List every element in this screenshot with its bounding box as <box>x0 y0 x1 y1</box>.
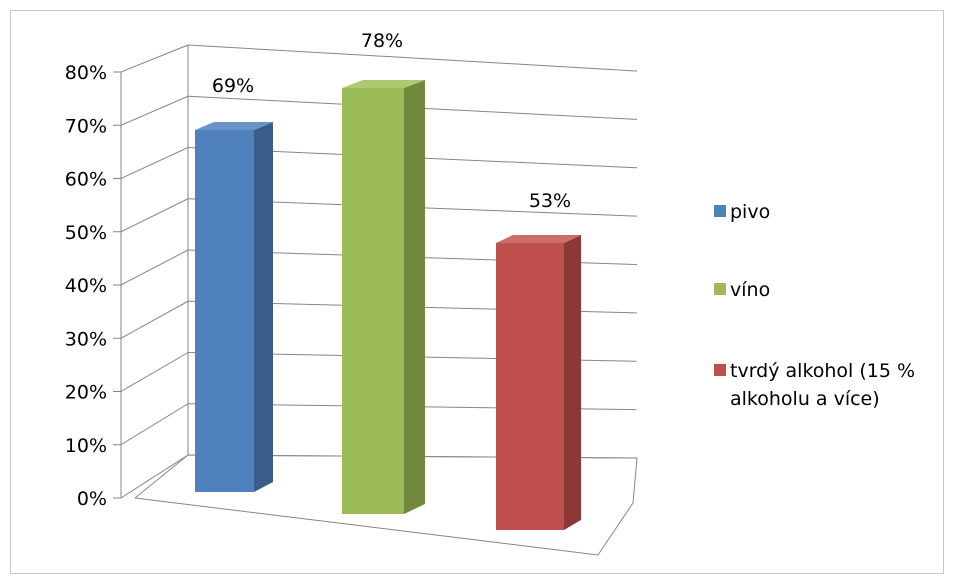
legend-swatch-2 <box>714 283 726 295</box>
y-tick-label: 20% <box>65 382 107 404</box>
bar-side-3 <box>564 235 581 530</box>
gridline-side <box>120 147 189 179</box>
gridline-back <box>187 44 638 72</box>
legend-swatch-1 <box>714 205 726 217</box>
gridline-side <box>120 454 189 499</box>
legend-label-3: tvrdý alkohol (15 % <box>730 360 915 382</box>
y-tick-label: 40% <box>65 275 107 297</box>
bars-layer <box>195 80 581 530</box>
gridline-side <box>120 352 189 392</box>
y-tick-label: 50% <box>65 222 107 244</box>
chart-floor <box>134 454 638 556</box>
legend-label-2: víno <box>730 279 770 301</box>
y-tick-label: 80% <box>65 62 107 84</box>
bar-3 <box>496 243 564 530</box>
y-tick-label: 70% <box>65 115 107 137</box>
legend: pivo víno tvrdý alkohol (15 % alkoholu a ví… <box>714 201 915 410</box>
bar-1 <box>195 130 254 492</box>
y-tick-label: 30% <box>65 328 107 350</box>
bar-side-2 <box>404 80 425 514</box>
y-tick-label: 60% <box>65 169 107 191</box>
labels-layer: 0% 10% 20% 30% 40% 50% 60% 70% 80% 69% 78% 53% <box>65 30 571 510</box>
gridline-side <box>120 403 189 446</box>
data-label-2: 78% <box>361 30 403 52</box>
bar-side-1 <box>254 122 273 492</box>
chart-frame <box>10 10 944 574</box>
bar-2 <box>342 88 404 514</box>
legend-label-3: alkoholu a více) <box>730 388 880 410</box>
y-tick-label: 0% <box>77 488 107 510</box>
y-tick-label: 10% <box>65 435 107 457</box>
gridline-side <box>120 300 189 339</box>
legend-label-1: pivo <box>730 201 770 223</box>
data-label-3: 53% <box>529 190 571 212</box>
gridline-side <box>120 44 189 73</box>
gridline-side <box>120 198 189 233</box>
gridline-side <box>120 249 189 286</box>
legend-swatch-3 <box>714 364 726 376</box>
data-label-1: 69% <box>212 75 254 97</box>
bar-top-1 <box>195 122 273 130</box>
gridline-side <box>120 95 189 126</box>
bar-top-2 <box>342 80 425 88</box>
bar-top-3 <box>496 235 581 243</box>
